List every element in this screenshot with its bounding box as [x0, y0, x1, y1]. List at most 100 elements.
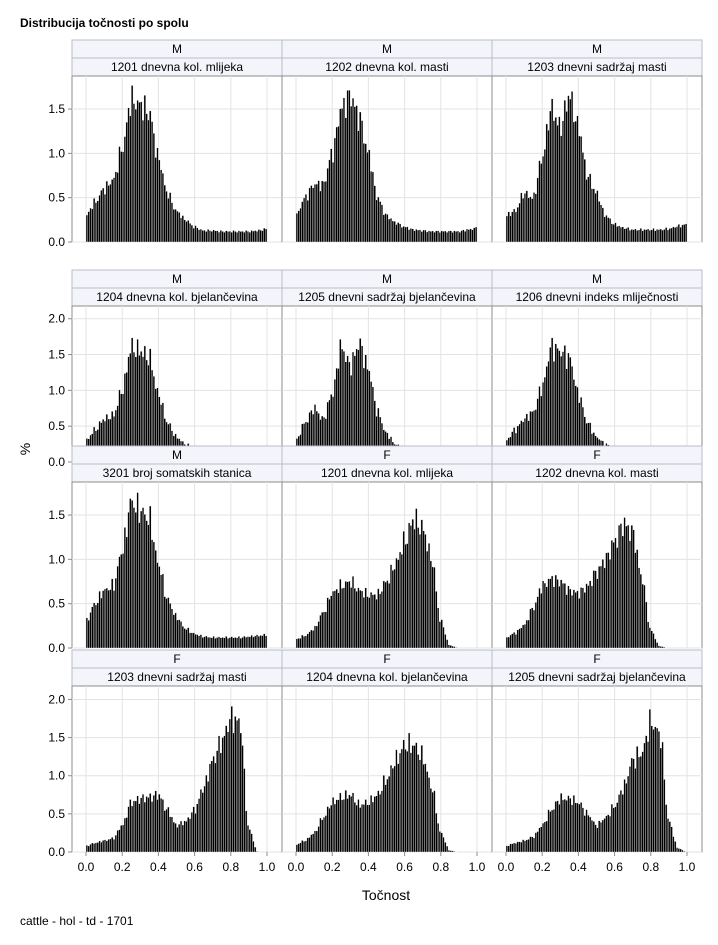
histogram-bar: [350, 796, 353, 853]
panel-trait-label: 1205 dnevni sadržaj bjelančevina: [508, 670, 686, 684]
histogram-bar: [402, 531, 405, 649]
histogram-bar: [449, 645, 452, 649]
histogram-bar: [317, 621, 320, 649]
histogram-bar: [328, 159, 331, 243]
histogram-bar: [628, 540, 632, 649]
histogram-bar: [639, 228, 642, 243]
panel-sex-label: M: [172, 448, 182, 462]
histogram-bar: [592, 188, 595, 243]
histogram-bar: [523, 193, 527, 243]
histogram-bar: [614, 806, 617, 853]
histogram-bar: [112, 590, 116, 649]
histogram-bar: [341, 108, 344, 243]
histogram-bar: [129, 115, 132, 243]
histogram-bar: [540, 593, 543, 649]
histogram-bar: [456, 230, 460, 243]
histogram-bar: [540, 163, 543, 243]
histogram-bar: [650, 630, 653, 649]
panel: M 3201 broj somatskih stanica 0.0 0.5 1.0 1.5: [48, 445, 283, 655]
histogram-bar: [563, 583, 566, 649]
histogram-bar: [511, 633, 514, 649]
panel-trait-label: 1201 dnevna kol. mlijeka: [321, 466, 453, 480]
histogram-bar: [255, 634, 259, 649]
histogram-bar: [140, 797, 143, 853]
histogram-bar: [120, 825, 123, 853]
histogram-bar: [451, 645, 454, 649]
histogram-bar: [627, 775, 630, 853]
histogram-bar: [373, 594, 376, 649]
histogram-bar: [122, 824, 125, 853]
histogram-bar: [360, 804, 364, 853]
histogram-bar: [402, 226, 405, 243]
histogram-bar: [513, 208, 516, 243]
histogram-bar: [140, 510, 143, 649]
histogram-bar: [248, 232, 251, 243]
histogram-bar: [203, 636, 206, 649]
histogram-bar: [223, 231, 226, 243]
histogram-bar: [616, 802, 619, 853]
y-tick-label: 1.0: [48, 769, 65, 783]
histogram-bar: [406, 543, 409, 649]
histogram-bar: [661, 741, 664, 853]
histogram-bar: [93, 843, 96, 853]
histogram-bar: [370, 592, 373, 649]
histogram-bar: [205, 231, 208, 243]
histogram-bar: [145, 520, 148, 649]
histogram-bar: [415, 229, 418, 243]
histogram-bar: [507, 211, 510, 243]
histogram-bar: [127, 806, 130, 853]
histogram-bar: [205, 774, 208, 853]
histogram-bar: [406, 751, 409, 853]
panel-trait-label: 1206 dnevni indeks mliječnosti: [516, 290, 679, 304]
histogram-bar: [538, 827, 541, 853]
histogram-bar: [590, 585, 594, 649]
y-tick-label: 0.5: [48, 419, 65, 433]
histogram-bar: [116, 565, 119, 649]
histogram-bar: [585, 583, 588, 649]
histogram-bar: [216, 637, 219, 649]
histogram-bar: [122, 553, 125, 649]
histogram-bar: [656, 727, 659, 853]
histogram-bar: [241, 637, 244, 649]
histogram-bar: [355, 804, 358, 853]
histogram-bar: [652, 228, 655, 243]
histogram-bar: [257, 229, 260, 243]
histogram-bar: [141, 793, 145, 853]
histogram-bar: [337, 799, 340, 853]
histogram-bar: [246, 825, 250, 853]
histogram-bar: [532, 192, 536, 243]
histogram-bar: [255, 231, 259, 243]
histogram-bar: [346, 798, 349, 853]
histogram-bar: [418, 534, 422, 649]
histogram-bar: [641, 583, 644, 649]
histogram-bar: [542, 580, 545, 649]
histogram-bar: [330, 804, 333, 853]
histogram-bar: [297, 638, 300, 649]
histogram-bar: [641, 230, 644, 243]
histogram-bar: [433, 232, 436, 243]
histogram-bar: [158, 159, 161, 243]
histogram-bar: [351, 792, 355, 853]
histogram-bar: [131, 500, 134, 649]
histogram-bar: [632, 758, 635, 853]
histogram-bar: [96, 602, 99, 649]
histogram-bar: [112, 839, 116, 853]
panel-plot-area: [71, 685, 283, 853]
histogram-bar: [601, 207, 604, 243]
histogram-bar: [587, 814, 590, 853]
histogram-bar: [339, 108, 342, 243]
histogram-bar: [580, 802, 583, 853]
histogram-bar: [659, 646, 662, 649]
histogram-bar: [136, 492, 139, 649]
histogram-bar: [444, 634, 447, 649]
histogram-bar: [426, 771, 429, 853]
histogram-bar: [619, 523, 623, 649]
histogram-bar: [656, 229, 659, 243]
y-tick-label: 0.0: [48, 455, 65, 469]
histogram-bar: [165, 808, 168, 853]
histogram-bar: [668, 228, 671, 243]
histogram-bar: [114, 577, 117, 649]
histogram-bar: [513, 632, 516, 649]
histogram-bar: [250, 230, 253, 243]
